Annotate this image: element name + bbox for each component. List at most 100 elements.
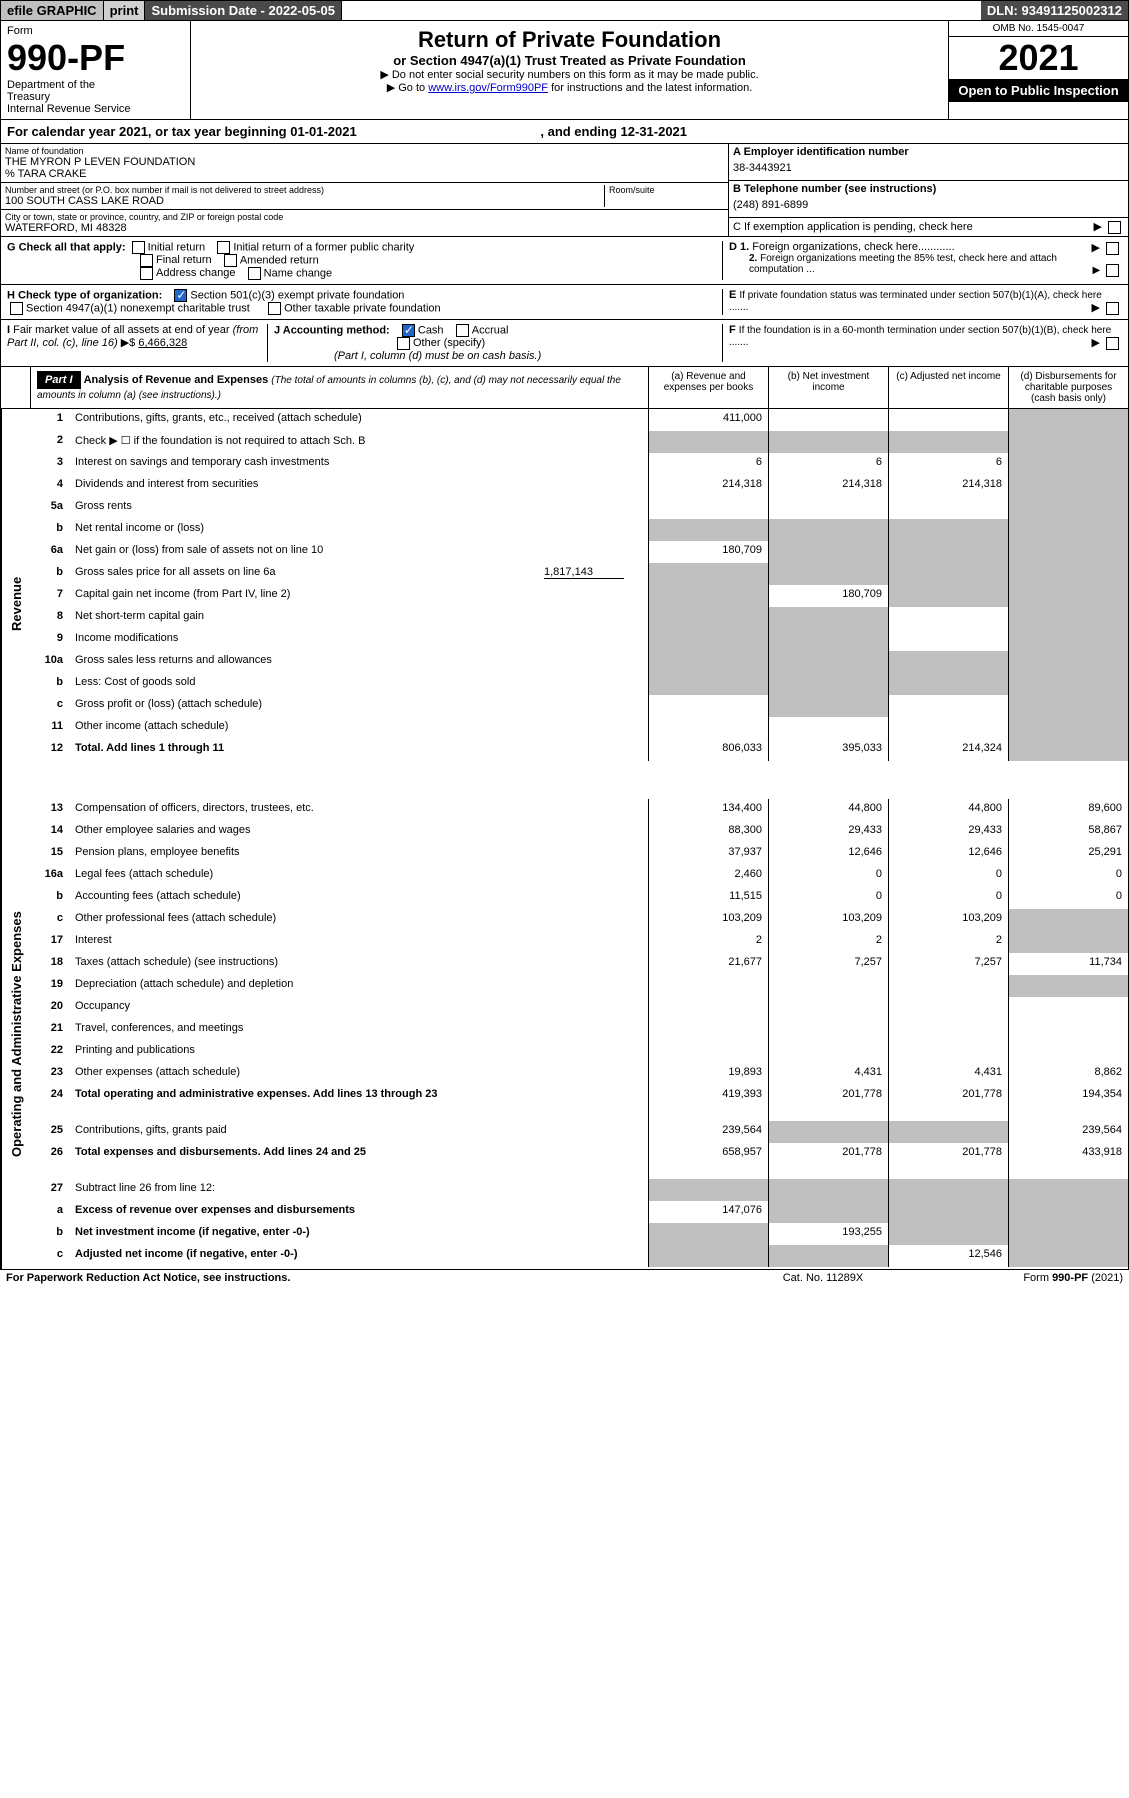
table-row: 12Total. Add lines 1 through 11806,03339… [31,739,1128,761]
line-number: 5a [31,497,71,519]
cb-4947[interactable] [10,302,23,315]
table-row: 8Net short-term capital gain [31,607,1128,629]
cb-501c3[interactable] [174,289,187,302]
line-description: Gross profit or (loss) (attach schedule) [71,695,648,717]
data-cell-c [888,975,1008,997]
data-cell-a: 134,400 [648,799,768,821]
data-cell-c: 103,209 [888,909,1008,931]
cb-accrual[interactable] [456,324,469,337]
data-cell-a [648,563,768,585]
table-row: aExcess of revenue over expenses and dis… [31,1201,1128,1223]
line-number: 3 [31,453,71,475]
data-cell-b [768,563,888,585]
data-cell-c: 214,318 [888,475,1008,497]
data-cell-c [888,409,1008,431]
line-description: Total operating and administrative expen… [71,1085,648,1121]
col-d-header: (d) Disbursements for charitable purpose… [1008,367,1128,408]
print-button[interactable]: print [104,1,146,20]
data-cell-b: 214,318 [768,475,888,497]
form-footer: Form 990-PF (2021) [923,1272,1123,1284]
cb-other-taxable[interactable] [268,302,281,315]
table-row: 3Interest on savings and temporary cash … [31,453,1128,475]
cb-final[interactable] [140,254,153,267]
data-cell-d [1008,975,1128,997]
data-cell-b: 29,433 [768,821,888,843]
paperwork-notice: For Paperwork Reduction Act Notice, see … [6,1272,723,1284]
line-description: Travel, conferences, and meetings [71,1019,648,1041]
d2-checkbox[interactable] [1106,264,1119,277]
line-description: Occupancy [71,997,648,1019]
data-cell-b [768,1245,888,1267]
table-row: 22Printing and publications [31,1041,1128,1063]
d1-checkbox[interactable] [1106,242,1119,255]
table-row: bNet investment income (if negative, ent… [31,1223,1128,1245]
data-cell-c [888,673,1008,695]
revenue-side-label: Revenue [1,409,31,799]
calendar-year-row: For calendar year 2021, or tax year begi… [0,120,1129,144]
data-cell-b [768,519,888,541]
f-label: If the foundation is in a 60-month termi… [729,325,1111,348]
line-number: b [31,1223,71,1245]
data-cell-b [768,431,888,453]
form-word: Form [7,25,184,37]
i-label: Fair market value of all assets at end o… [7,324,258,349]
data-cell-b: 103,209 [768,909,888,931]
line-number: 27 [31,1179,71,1201]
f-checkbox[interactable] [1106,337,1119,350]
line-description: Compensation of officers, directors, tru… [71,799,648,821]
table-row: bNet rental income or (loss) [31,519,1128,541]
form-subtitle: or Section 4947(a)(1) Trust Treated as P… [197,53,942,68]
line-description: Check ▶ ☐ if the foundation is not requi… [71,431,648,453]
data-cell-a: 6 [648,453,768,475]
d2-label: 2. Foreign organizations meeting the 85%… [729,253,1122,275]
line-number: 4 [31,475,71,497]
data-cell-a: 21,677 [648,953,768,975]
cb-other-method[interactable] [397,337,410,350]
data-cell-c [888,541,1008,563]
form-number: 990-PF [7,37,184,79]
foundation-name: THE MYRON P LEVEN FOUNDATION [5,156,724,168]
data-cell-b: 12,646 [768,843,888,865]
c-checkbox[interactable] [1108,221,1121,234]
dln-number: DLN: 93491125002312 [981,1,1128,20]
e-checkbox[interactable] [1106,302,1119,315]
data-cell-a: 658,957 [648,1143,768,1179]
cb-cash[interactable] [402,324,415,337]
data-cell-d [1008,541,1128,563]
data-cell-a [648,1179,768,1201]
data-cell-d [1008,1223,1128,1245]
data-cell-d [1008,409,1128,431]
data-cell-b: 2 [768,931,888,953]
cb-name-change[interactable] [248,267,261,280]
data-cell-c: 29,433 [888,821,1008,843]
cb-initial[interactable] [132,241,145,254]
line-description: Subtract line 26 from line 12: [71,1179,648,1201]
data-cell-a: 103,209 [648,909,768,931]
col-b-header: (b) Net investment income [768,367,888,408]
table-row: 5aGross rents [31,497,1128,519]
table-row: 15Pension plans, employee benefits37,937… [31,843,1128,865]
irs-link[interactable]: www.irs.gov/Form990PF [428,82,548,94]
cb-amended[interactable] [224,254,237,267]
data-cell-b [768,717,888,739]
line-description: Other income (attach schedule) [71,717,648,739]
line-number: 15 [31,843,71,865]
data-cell-d [1008,607,1128,629]
ein-label: A Employer identification number [733,146,1124,158]
cat-number: Cat. No. 11289X [723,1272,923,1284]
cb-initial-public[interactable] [217,241,230,254]
cb-address[interactable] [140,267,153,280]
table-row: 18Taxes (attach schedule) (see instructi… [31,953,1128,975]
col-a-header: (a) Revenue and expenses per books [648,367,768,408]
table-row: 17Interest222 [31,931,1128,953]
table-row: 26Total expenses and disbursements. Add … [31,1143,1128,1179]
data-cell-c: 44,800 [888,799,1008,821]
data-cell-a [648,651,768,673]
city-label: City or town, state or province, country… [5,212,724,222]
d1-label: D 1. Foreign organizations, check here..… [729,241,1122,253]
data-cell-c: 4,431 [888,1063,1008,1085]
h-label: H Check type of organization: [7,289,162,301]
table-row: 10aGross sales less returns and allowanc… [31,651,1128,673]
j-label: J Accounting method: [274,324,390,336]
table-row: 7Capital gain net income (from Part IV, … [31,585,1128,607]
